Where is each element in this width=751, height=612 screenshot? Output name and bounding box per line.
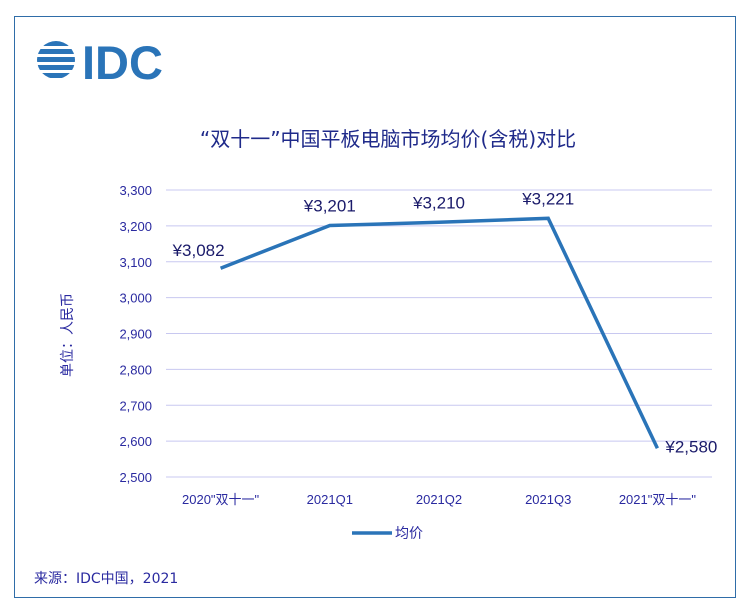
y-tick-label: 2,700	[119, 398, 152, 413]
y-tick-label: 3,000	[119, 291, 152, 306]
source-note: 来源：IDC中国，2021	[34, 571, 179, 587]
y-tick-label: 3,300	[119, 183, 152, 198]
y-tick-label: 2,800	[119, 362, 152, 377]
y-axis-ticks: 2,500 2,600 2,700 2,800 2,900 3,000 3,100 3,200…	[119, 183, 152, 485]
x-tick-label: 2021Q2	[416, 492, 462, 507]
data-labels: ¥3,082 ¥3,201 ¥3,210 ¥3,221 ¥2,580	[172, 189, 718, 456]
data-label: ¥2,580	[664, 437, 717, 456]
legend-label: 均价	[395, 526, 423, 542]
y-tick-label: 3,200	[119, 219, 152, 234]
idc-logo: IDC	[37, 36, 163, 86]
x-tick-label: 2021"双十一"	[619, 492, 697, 507]
x-tick-label: 2020"双十一"	[182, 492, 260, 507]
data-label: ¥3,082	[172, 241, 225, 260]
data-label: ¥3,210	[412, 193, 465, 212]
y-axis-label: 单位：人民币	[60, 293, 76, 377]
y-tick-label: 2,900	[119, 327, 152, 342]
y-tick-label: 2,500	[119, 470, 152, 485]
data-label: ¥3,201	[303, 197, 356, 216]
logo-text: IDC	[82, 36, 163, 86]
y-tick-label: 3,100	[119, 255, 152, 270]
globe-icon	[37, 41, 75, 78]
chart-frame	[14, 16, 736, 598]
series-group	[219, 216, 659, 450]
data-label: ¥3,221	[521, 189, 574, 208]
chart-title: “双十一”中国平板电脑市场均价(含税)对比	[200, 127, 576, 151]
legend: 均价	[352, 526, 423, 542]
y-tick-label: 2,600	[119, 434, 152, 449]
x-tick-label: 2021Q1	[307, 492, 353, 507]
x-axis-ticks: 2020"双十一" 2021Q1 2021Q2 2021Q3 2021"双十一"	[182, 492, 696, 507]
gridlines	[166, 189, 712, 478]
x-tick-label: 2021Q3	[525, 492, 571, 507]
